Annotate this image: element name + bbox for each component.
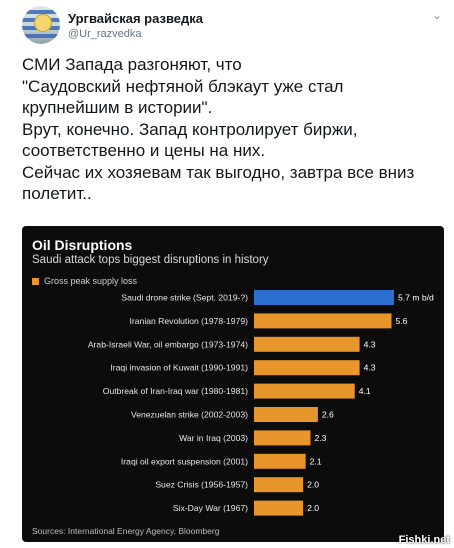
tweet-header: Ургвайская разведка @Ur_razvedka ⌄ (22, 6, 442, 46)
bar (254, 453, 306, 469)
legend-label: Gross peak supply loss (44, 276, 138, 286)
category-label: Iraqi oil export suspension (2001) (121, 456, 248, 466)
category-label: Six-Day War (1967) (173, 503, 248, 513)
category-label: Iranian Revolution (1978-1979) (130, 316, 249, 326)
bar (254, 360, 360, 376)
avatar[interactable] (22, 6, 60, 44)
category-label: Outbreak of Iran-Iraq war (1980-1981) (103, 386, 248, 396)
legend-swatch (32, 277, 39, 285)
bar (254, 477, 304, 493)
value-label: 4.1 (359, 386, 371, 396)
tweet-text: СМИ Запада разгоняют, что "Саудовский не… (22, 55, 415, 203)
tweet-image-chart[interactable]: Oil Disruptions Saudi attack tops bigges… (22, 226, 444, 542)
value-label: 2.0 (307, 503, 319, 513)
chart-legend: Gross peak supply loss (32, 276, 137, 286)
bar-chart-plot: Saudi drone strike (Sept. 2019-?) 5.7 m b… (88, 290, 434, 516)
value-label: 2.3 (315, 433, 327, 443)
value-label: 5.6 (396, 316, 408, 326)
category-label: Suez Crisis (1956-1957) (155, 480, 248, 490)
author-name[interactable]: Ургвайская разведка (68, 11, 203, 26)
bar (254, 313, 392, 329)
category-label: Iraqi invasion of Kuwait (1990-1991) (110, 363, 248, 373)
chevron-down-icon[interactable]: ⌄ (431, 8, 442, 22)
category-label: War in Iraq (2003) (179, 433, 248, 443)
bar (254, 407, 318, 422)
category-label: Saudi drone strike (Sept. 2019-?) (121, 293, 248, 303)
watermark: Fishki.net (398, 534, 450, 546)
value-label: 5.7 m b/d (398, 293, 434, 303)
bar (254, 500, 304, 516)
chart-subtitle: Saudi attack tops biggest disruptions in… (32, 254, 269, 266)
value-label: 2.0 (307, 480, 319, 490)
value-label: 4.3 (364, 339, 376, 349)
category-label: Venezuelan strike (2002-2003) (131, 410, 248, 420)
bar (254, 336, 360, 352)
category-label: Arab-Israeli War, oil embargo (1973-1974… (88, 339, 248, 349)
value-label: 2.6 (322, 410, 334, 420)
bar (254, 430, 311, 446)
value-label: 4.3 (364, 363, 376, 373)
author-handle[interactable]: @Ur_razvedka (68, 28, 142, 40)
value-label: 2.1 (310, 456, 322, 466)
bar (254, 290, 394, 305)
bar (254, 383, 355, 399)
chart-source: Sources: International Energy Agency, Bl… (32, 526, 220, 536)
chart-title: Oil Disruptions (32, 237, 133, 253)
